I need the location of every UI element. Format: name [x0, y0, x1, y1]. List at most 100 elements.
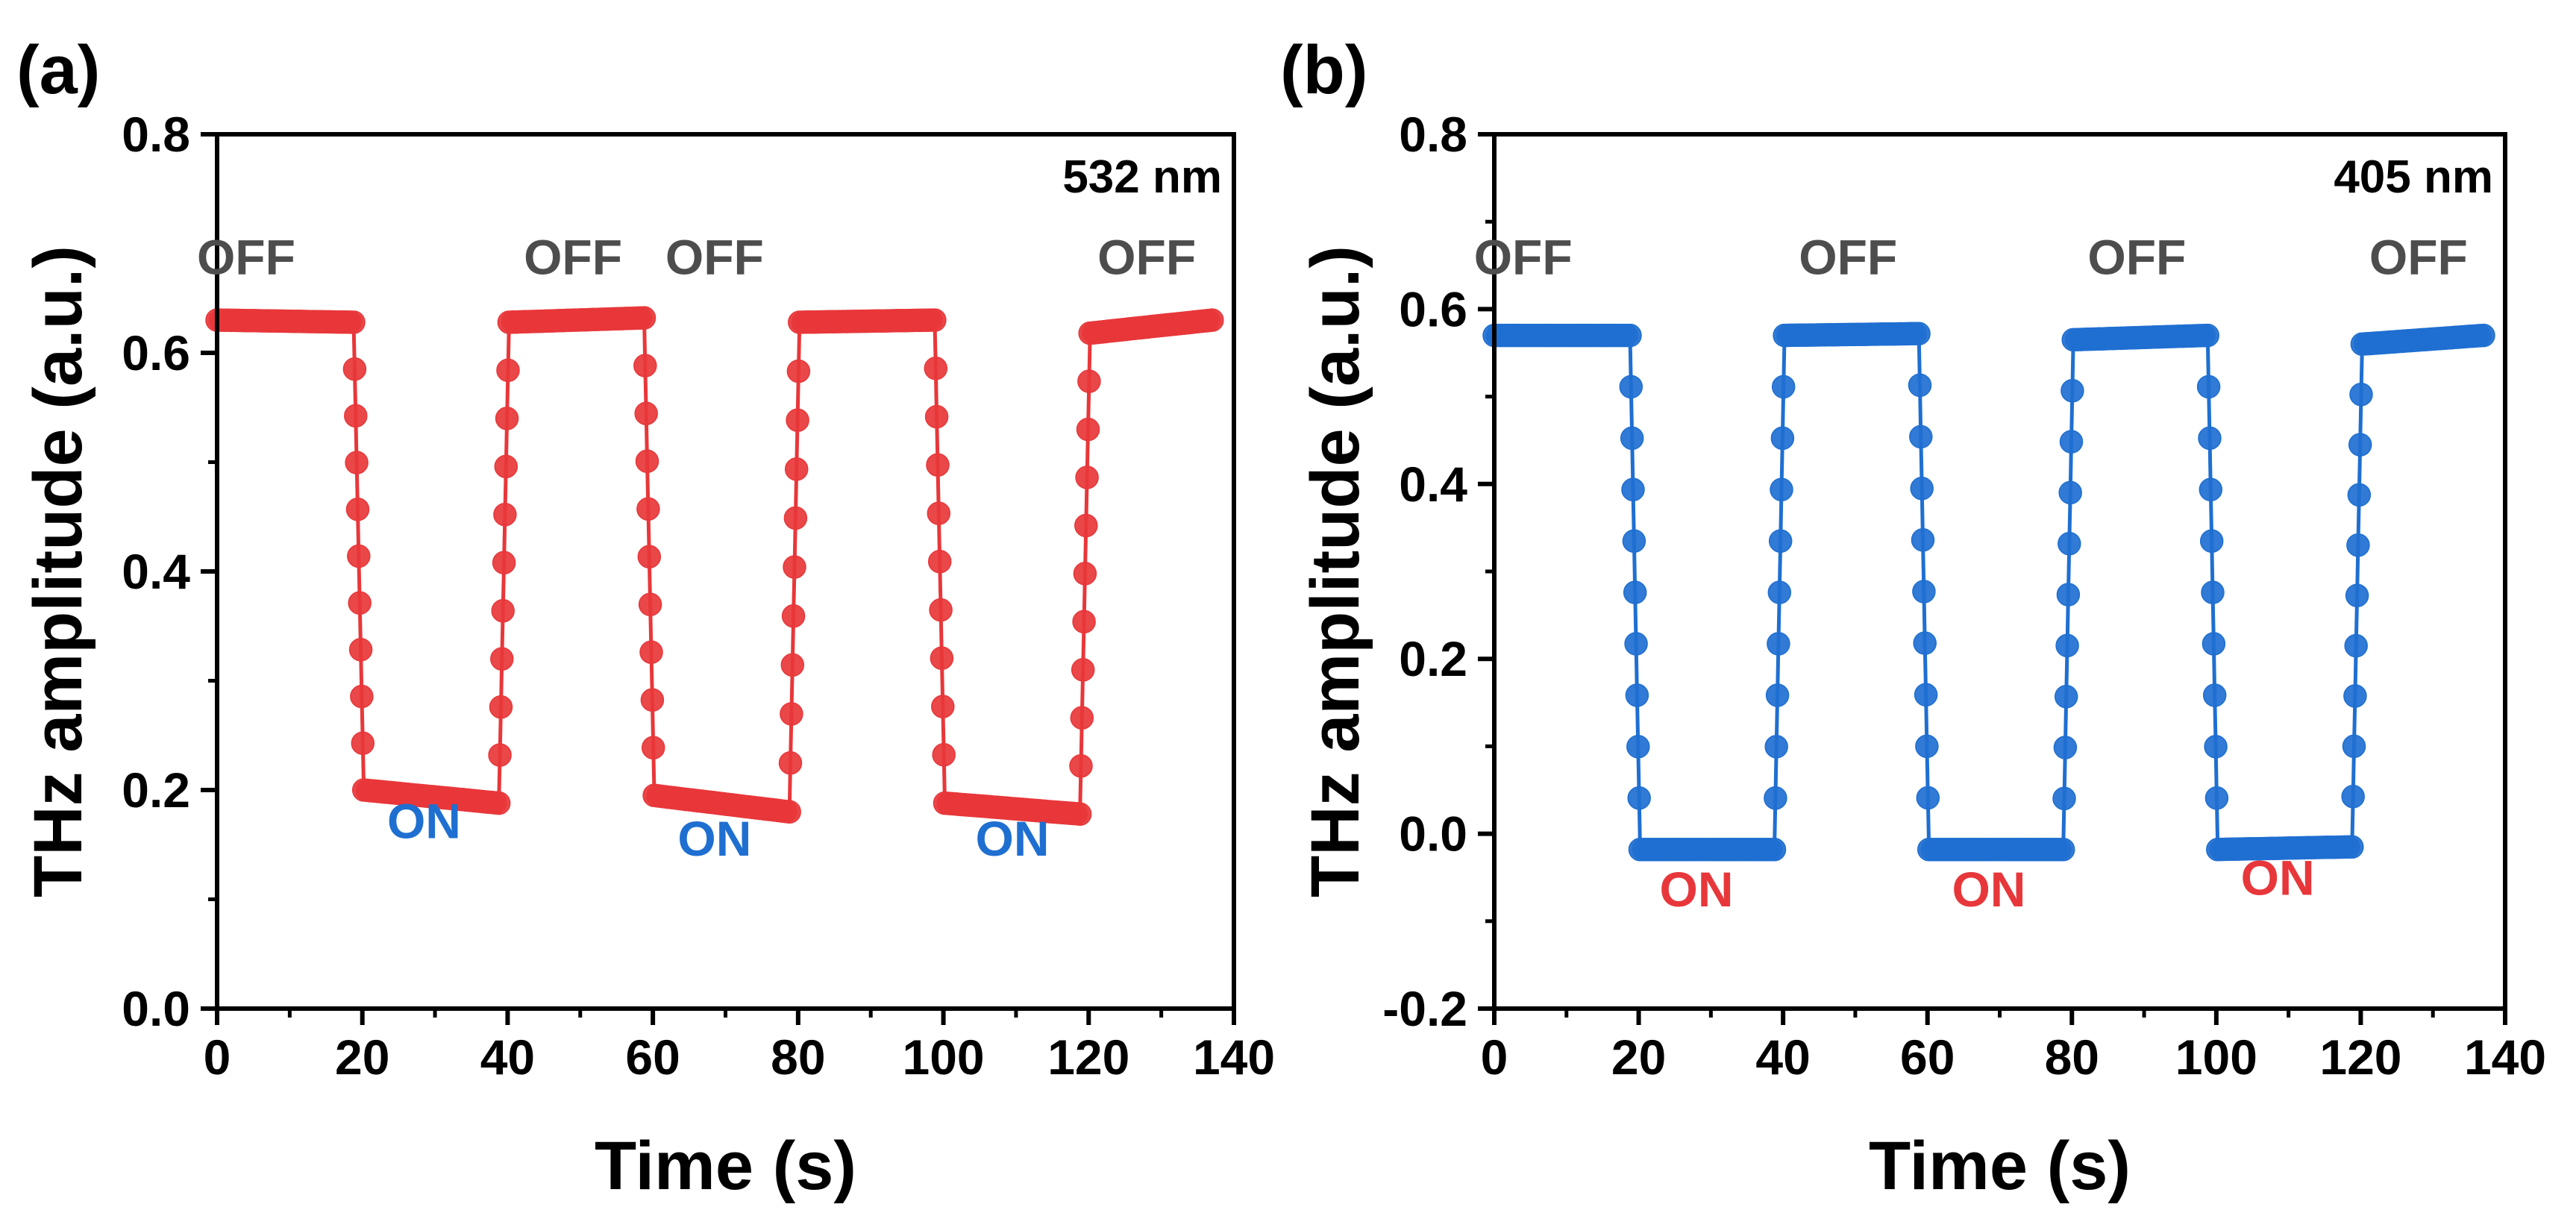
y-tick-label: -0.2 [1382, 981, 1467, 1036]
y-tick-label: 0.6 [122, 325, 190, 380]
state-label: ON [2241, 850, 2315, 906]
data-point [496, 358, 520, 383]
data-point [2198, 426, 2222, 451]
data-point [641, 736, 665, 760]
y-tick-label: 0.2 [1399, 631, 1467, 686]
data-point [2199, 477, 2223, 502]
data-point [931, 695, 955, 718]
x-tick-label: 40 [1755, 1029, 1810, 1085]
state-label: ON [976, 811, 1050, 866]
data-point [1765, 683, 1790, 707]
data-point [1624, 632, 1648, 656]
y-axis-label: THz amplitude (a.u.) [20, 245, 96, 897]
state-label: OFF [1097, 230, 1196, 285]
data-point [1075, 466, 1099, 489]
data-point [2347, 483, 2372, 507]
data-point [2343, 684, 2367, 708]
data-point [783, 506, 808, 530]
data-point [495, 407, 519, 430]
data-point [2053, 736, 2078, 759]
data-point [1627, 786, 1651, 810]
data-point [2054, 684, 2078, 709]
data-point [637, 545, 662, 568]
data-point [2199, 529, 2224, 553]
y-tick-label: 0.6 [1399, 281, 1467, 336]
data-point [1074, 513, 1098, 538]
data-point [780, 702, 803, 726]
data-point [347, 544, 371, 568]
state-label: ON [387, 793, 461, 848]
state-label: ON [1952, 862, 2025, 917]
wavelength-annotation: 532 nm [1062, 151, 1222, 203]
data-point [1620, 426, 1644, 451]
data-point [1073, 562, 1097, 586]
x-tick-label: 60 [1900, 1029, 1955, 1085]
data-point [1767, 632, 1790, 656]
data-point [2061, 378, 2084, 403]
data-point [1619, 374, 1643, 399]
wavelength-annotation: 405 nm [2334, 151, 2493, 203]
data-point [2204, 735, 2228, 759]
x-tick-label: 80 [771, 1029, 825, 1085]
data-point [2196, 323, 2219, 348]
data-point [1770, 426, 1795, 451]
data-point [634, 401, 658, 425]
x-tick-label: 60 [625, 1029, 680, 1085]
data-point [780, 653, 805, 677]
data-point [635, 449, 659, 473]
data-point [638, 592, 662, 616]
data-point [2051, 837, 2075, 862]
data-point [342, 310, 366, 334]
data-point [786, 359, 811, 383]
data-point [1915, 734, 1939, 759]
x-tick-label: 120 [1047, 1029, 1129, 1085]
data-point [639, 640, 663, 665]
data-point [781, 604, 806, 628]
data-point [1910, 476, 1934, 501]
x-tick-label: 100 [2175, 1029, 2257, 1085]
data-point [1069, 754, 1093, 778]
state-label: OFF [2087, 230, 2186, 285]
data-point [1621, 477, 1645, 502]
data-point [927, 550, 952, 574]
data-point [923, 308, 947, 332]
data-point [492, 551, 516, 575]
data-point [2059, 430, 2084, 454]
y-tick-label: 0.0 [122, 981, 190, 1036]
x-tick-label: 80 [2045, 1029, 2099, 1085]
data-point [929, 598, 953, 622]
data-point [345, 498, 370, 521]
data-point [2201, 632, 2226, 656]
data-point [640, 688, 665, 712]
data-point [1625, 683, 1649, 707]
data-point [784, 457, 809, 481]
data-point [924, 357, 948, 380]
state-label: OFF [197, 230, 295, 285]
data-point [2342, 734, 2366, 759]
data-point [1072, 609, 1096, 634]
data-point [490, 647, 514, 671]
data-point [1771, 374, 1796, 399]
data-point [344, 404, 368, 428]
chart-panel-b: (b) 0 20 40 60 80 100 120 140 -0.2 0.0 0.2 0.4 0.6 0.8… [1280, 32, 2546, 1204]
data-point [345, 451, 369, 474]
data-point [2472, 323, 2495, 348]
data-point [2196, 374, 2221, 399]
data-point [777, 800, 801, 824]
panel-label: (b) [1280, 32, 1367, 108]
x-tick-label: 20 [335, 1029, 389, 1085]
data-point [1770, 477, 1793, 502]
data-point [348, 638, 373, 662]
data-point [1768, 529, 1793, 553]
data-point [1908, 373, 1932, 398]
data-point [924, 404, 949, 429]
data-point [1622, 529, 1646, 553]
data-point [491, 598, 515, 623]
data-point [1911, 528, 1935, 552]
data-point [348, 591, 372, 615]
state-label: OFF [1799, 230, 1897, 285]
data-point [786, 408, 809, 432]
x-tick-label: 0 [204, 1029, 231, 1085]
data-point [1068, 802, 1092, 826]
